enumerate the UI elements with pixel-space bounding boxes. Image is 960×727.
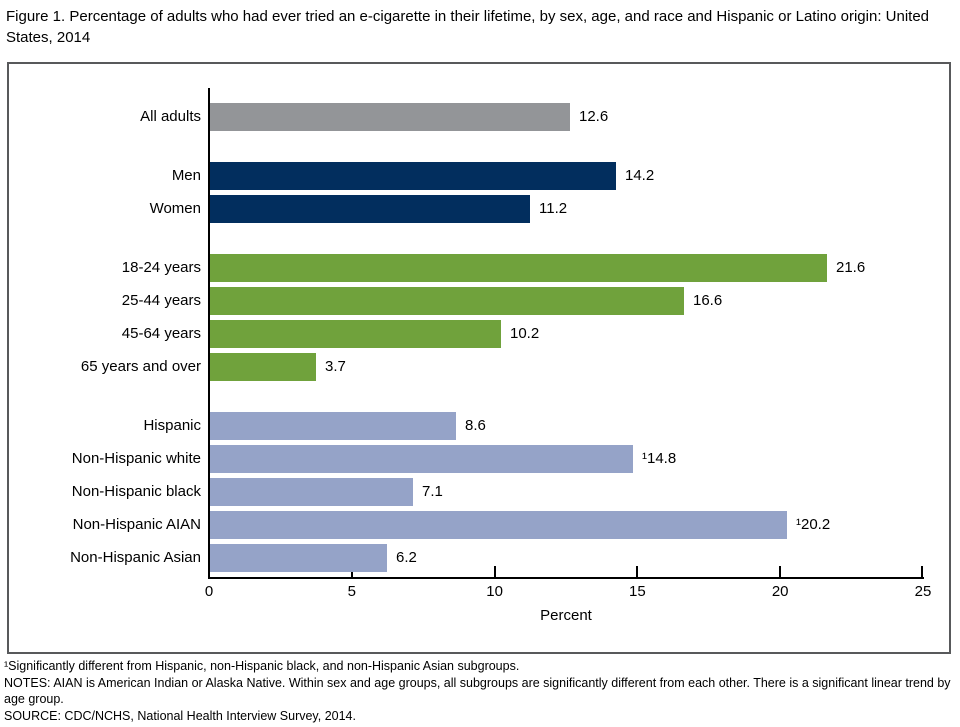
value-label: 6.2 — [396, 549, 417, 566]
x-tick-mark — [208, 566, 210, 577]
x-tick-label: 5 — [347, 583, 356, 600]
x-tick-label: 0 — [204, 583, 214, 600]
bar-row: Non-Hispanic AIAN ¹20.2 — [9, 511, 949, 539]
bar — [210, 445, 633, 473]
category-label: Hispanic — [143, 417, 201, 434]
bar-row: Non-Hispanic white ¹14.8 — [9, 445, 949, 473]
bar — [210, 162, 616, 190]
value-label: ¹20.2 — [796, 516, 831, 533]
bar-row: Women 11.2 — [9, 195, 949, 223]
category-label: Women — [149, 200, 201, 217]
bar-row: Hispanic 8.6 — [9, 412, 949, 440]
x-tick-mark — [921, 566, 923, 577]
bar — [210, 412, 456, 440]
x-tick-mark — [636, 566, 639, 577]
category-label: Non-Hispanic Asian — [70, 549, 201, 566]
bar-row: 25-44 years 16.6 — [9, 287, 949, 315]
category-label: Men — [171, 167, 201, 184]
category-label: 18-24 years — [121, 259, 201, 276]
value-label: 21.6 — [836, 259, 866, 276]
footnote-notes: NOTES: AIAN is American Indian or Alaska… — [4, 675, 951, 707]
bar — [210, 195, 530, 223]
bar — [210, 478, 413, 506]
bar — [210, 320, 501, 348]
bar — [210, 353, 316, 381]
value-label: 14.2 — [625, 167, 655, 184]
bar — [210, 511, 787, 539]
x-tick-mark — [779, 566, 782, 577]
bar-row: Non-Hispanic black 7.1 — [9, 478, 949, 506]
bar — [210, 254, 827, 282]
value-label: 11.2 — [539, 200, 568, 217]
x-axis-title: Percent — [540, 607, 592, 624]
category-label: Non-Hispanic AIAN — [72, 516, 201, 533]
bar-row: 65 years and over 3.7 — [9, 353, 949, 381]
footnote-source: SOURCE: CDC/NCHS, National Health Interv… — [4, 708, 356, 723]
bar — [210, 544, 387, 572]
bar-row: Non-Hispanic Asian 6.2 — [9, 544, 949, 572]
category-label: 25-44 years — [121, 292, 201, 309]
x-tick-label: 25 — [914, 583, 932, 600]
x-tick-label: 15 — [629, 583, 646, 600]
bar — [210, 103, 570, 131]
x-axis-line — [208, 577, 924, 579]
footnote-significance: ¹Significantly different from Hispanic, … — [4, 659, 520, 673]
category-label: Non-Hispanic black — [71, 483, 201, 500]
category-label: All adults — [140, 108, 201, 125]
category-label: Non-Hispanic white — [71, 450, 201, 467]
value-label: 7.1 — [422, 483, 443, 500]
category-label: 45-64 years — [121, 325, 201, 342]
value-label: 12.6 — [579, 108, 609, 125]
footnotes: ¹Significantly different from Hispanic, … — [4, 658, 954, 724]
bar-row: All adults 12.6 — [9, 103, 949, 131]
bar — [210, 287, 684, 315]
value-label: 3.7 — [325, 358, 346, 375]
value-label: 16.6 — [693, 292, 723, 309]
category-label: 65 years and over — [80, 358, 201, 375]
bar-row: Men 14.2 — [9, 162, 949, 190]
figure-title: Figure 1. Percentage of adults who had e… — [6, 8, 930, 46]
bar-chart-plot-area: 0 5 10 15 20 25 All adults 12.6 Men 14.2 Wome… — [9, 64, 949, 652]
x-tick-mark — [493, 566, 496, 577]
x-tick-label: 10 — [486, 583, 503, 600]
chart-frame: 0 5 10 15 20 25 All adults 12.6 Men 14.2 Wome… — [7, 62, 951, 654]
bar-row: 18-24 years 21.6 — [9, 254, 949, 282]
y-axis-line — [208, 88, 210, 579]
value-label: 10.2 — [510, 325, 540, 342]
value-label: 8.6 — [465, 417, 486, 434]
x-tick-label: 20 — [771, 583, 789, 600]
bar-row: 45-64 years 10.2 — [9, 320, 949, 348]
value-label: ¹14.8 — [642, 450, 677, 467]
